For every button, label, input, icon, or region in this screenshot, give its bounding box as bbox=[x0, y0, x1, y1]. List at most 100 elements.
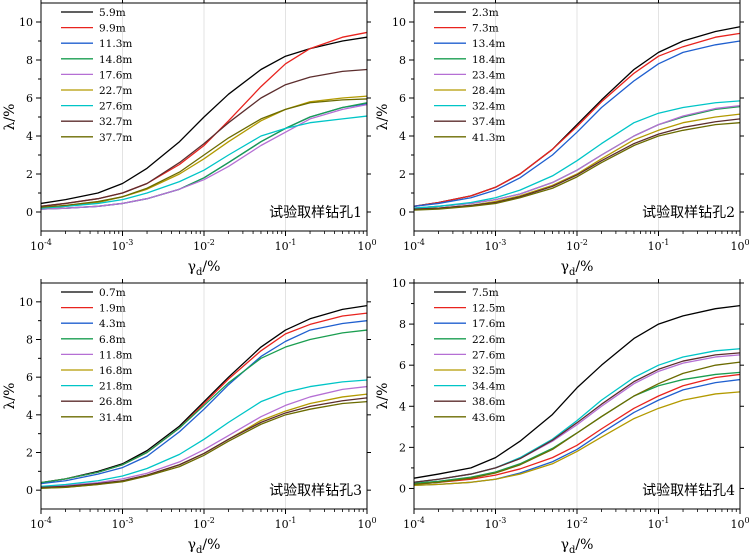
x-tick-label: 10-4 bbox=[403, 238, 425, 253]
legend-label: 7.3m bbox=[472, 23, 499, 35]
legend-label: 27.6m bbox=[472, 349, 505, 361]
legend-label: 26.8m bbox=[99, 396, 132, 408]
series-line-11.8m bbox=[40, 385, 368, 488]
series-line-4.3m bbox=[40, 320, 368, 485]
x-tick-label-base: 10 bbox=[485, 240, 499, 253]
y-tick-label: 4 bbox=[399, 400, 406, 413]
legend-label: 18.4m bbox=[472, 54, 505, 66]
x-tick-label: 10-1 bbox=[648, 516, 670, 531]
series-line-27.6m bbox=[40, 115, 368, 209]
series-line-13.4m bbox=[413, 40, 741, 207]
legend-label: 12.5m bbox=[472, 303, 505, 315]
series-line-7.3m bbox=[413, 32, 741, 207]
legend-label: 37.4m bbox=[472, 116, 505, 128]
y-tick-label: 8 bbox=[26, 54, 33, 67]
series-line-23.4m bbox=[413, 104, 741, 209]
y-tick-label: 2 bbox=[399, 441, 406, 454]
legend-label: 2.3m bbox=[472, 7, 499, 19]
x-tick-label-base: 10 bbox=[566, 518, 580, 531]
legend-label: 17.6m bbox=[472, 318, 505, 330]
panel-title: 试验取样钻孔3 bbox=[269, 483, 362, 499]
x-axis-label-subscript: d bbox=[569, 545, 576, 556]
series-group bbox=[40, 304, 368, 489]
x-axis-label: γd/% bbox=[561, 259, 594, 278]
legend-label: 43.6m bbox=[472, 412, 505, 424]
x-axis-label-main: γ bbox=[188, 537, 196, 553]
x-tick-label: 10-3 bbox=[485, 516, 507, 531]
y-tick-label: 4 bbox=[26, 130, 33, 143]
series-line-0.7m bbox=[40, 304, 368, 484]
series-line-21.8m bbox=[40, 379, 368, 488]
legend-label: 16.8m bbox=[99, 365, 132, 377]
x-tick-label-base: 10 bbox=[193, 518, 207, 531]
x-tick-label: 10-1 bbox=[275, 238, 297, 253]
series-group bbox=[40, 31, 368, 210]
y-tick-label: 6 bbox=[26, 92, 33, 105]
x-tick-label: 10-2 bbox=[193, 238, 215, 253]
x-tick-label-exponent: 0 bbox=[371, 516, 376, 525]
x-axis-label-subscript: d bbox=[196, 267, 203, 278]
series-line-6.8m bbox=[40, 329, 368, 484]
series-line-31.4m bbox=[40, 401, 368, 489]
legend-label: 13.4m bbox=[472, 38, 505, 50]
x-tick-label-base: 10 bbox=[485, 518, 499, 531]
x-tick-label: 100 bbox=[730, 516, 749, 531]
x-tick-label-exponent: -4 bbox=[44, 238, 52, 247]
series-line-37.7m bbox=[40, 98, 368, 208]
y-tick-label: 6 bbox=[399, 359, 406, 372]
x-tick-label-base: 10 bbox=[566, 240, 580, 253]
y-axis-label: λ/% bbox=[375, 104, 391, 131]
x-tick-label: 10-3 bbox=[485, 238, 507, 253]
series-line-22.7m bbox=[40, 95, 368, 209]
y-tick-label: 2 bbox=[399, 168, 406, 181]
x-tick-label-base: 10 bbox=[112, 518, 126, 531]
y-tick-label: 8 bbox=[26, 334, 33, 347]
x-tick-label-base: 10 bbox=[357, 240, 371, 253]
x-tick-label-base: 10 bbox=[648, 240, 662, 253]
y-tick-label: 10 bbox=[19, 16, 33, 29]
legend-label: 38.6m bbox=[472, 396, 505, 408]
legend-label: 6.8m bbox=[99, 334, 126, 346]
series-line-38.6m bbox=[413, 352, 741, 483]
legend-label: 32.4m bbox=[472, 101, 505, 113]
x-tick-label-exponent: -3 bbox=[499, 238, 507, 247]
x-tick-label: 10-1 bbox=[275, 516, 297, 531]
x-axis-label-main: γ bbox=[188, 259, 196, 275]
x-tick-label-base: 10 bbox=[730, 518, 744, 531]
x-axis-label: γd/% bbox=[561, 537, 594, 556]
x-tick-label-exponent: -1 bbox=[289, 516, 297, 525]
legend-label: 28.4m bbox=[472, 85, 505, 97]
x-tick-label: 100 bbox=[357, 238, 376, 253]
series-line-7.5m bbox=[413, 304, 741, 479]
x-tick-label-base: 10 bbox=[30, 240, 44, 253]
x-axis-label: γd/% bbox=[188, 259, 221, 278]
series-line-32.5m bbox=[413, 391, 741, 487]
x-tick-label-exponent: -4 bbox=[417, 238, 425, 247]
legend: 0.7m 1.9m 4.3m 6.8m 11.8m 16.8m 21.8m 26.8m 31.4… bbox=[61, 287, 132, 424]
x-tick-label-exponent: -4 bbox=[44, 516, 52, 525]
y-tick-label: 0 bbox=[399, 482, 406, 495]
y-tick-label: 4 bbox=[399, 130, 406, 143]
y-tick-label: 4 bbox=[26, 409, 33, 422]
y-tick-label: 10 bbox=[19, 296, 33, 309]
legend: 5.9m 9.9m 11.3m 14.8m 17.6m 22.7m 27.6m 32.7m 37… bbox=[61, 7, 132, 144]
x-tick-label-exponent: -3 bbox=[126, 516, 134, 525]
legend-label: 0.7m bbox=[99, 287, 126, 299]
x-tick-label-exponent: -3 bbox=[499, 516, 507, 525]
x-tick-label: 10-2 bbox=[566, 238, 588, 253]
x-axis-label: γd/% bbox=[188, 537, 221, 556]
legend-label: 32.5m bbox=[472, 365, 505, 377]
x-tick-label-base: 10 bbox=[403, 518, 417, 531]
x-tick-label-exponent: -1 bbox=[662, 516, 670, 525]
legend-label: 37.7m bbox=[99, 132, 132, 144]
legend-label: 23.4m bbox=[472, 69, 505, 81]
series-line-12.5m bbox=[413, 373, 741, 485]
x-tick-label: 100 bbox=[357, 516, 376, 531]
x-tick-label-base: 10 bbox=[275, 518, 289, 531]
y-axis-label: λ/% bbox=[2, 383, 18, 410]
legend-label: 5.9m bbox=[99, 7, 126, 19]
